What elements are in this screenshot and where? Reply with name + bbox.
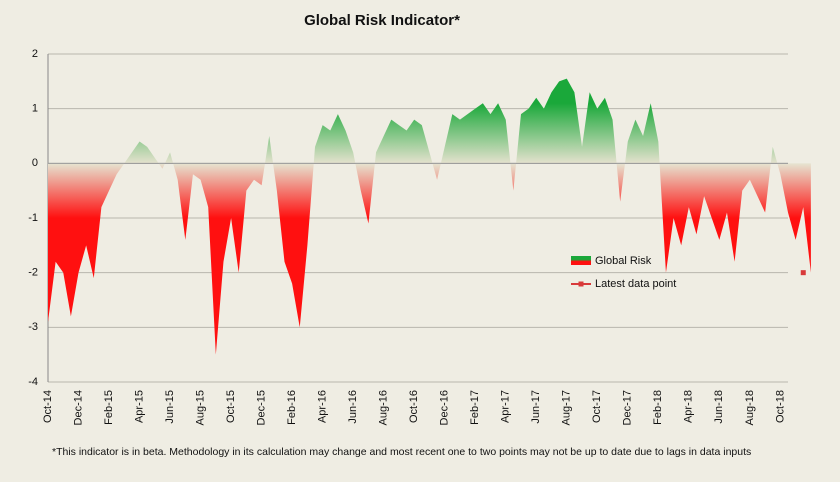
x-tick-label: Feb-15 <box>103 390 115 425</box>
x-tick-label: Feb-18 <box>652 390 664 425</box>
x-tick-label: Apr-15 <box>133 390 145 423</box>
x-tick-label: Apr-18 <box>683 390 695 423</box>
x-tick-label: Aug-18 <box>744 390 756 425</box>
x-tick-label: Oct-18 <box>774 390 786 423</box>
x-tick-label: Dec-17 <box>622 390 634 425</box>
x-tick-label: Apr-17 <box>500 390 512 423</box>
x-tick-label: Oct-15 <box>225 390 237 423</box>
legend-label: Global Risk <box>595 255 652 267</box>
latest-point <box>800 270 806 276</box>
x-tick-label: Feb-16 <box>286 390 298 425</box>
y-tick-label: -4 <box>28 376 38 388</box>
x-tick-label: Dec-16 <box>439 390 451 425</box>
x-tick-label: Apr-16 <box>317 390 329 423</box>
y-tick-label: -3 <box>28 321 38 333</box>
x-tick-label: Jun-16 <box>347 390 359 424</box>
legend: Global Risk Latest data point <box>571 255 676 290</box>
x-tick-label: Oct-16 <box>408 390 420 423</box>
legend-label: Latest data point <box>595 278 676 290</box>
x-tick-label: Aug-15 <box>194 390 206 425</box>
y-tick-label: -1 <box>28 212 38 224</box>
x-tick-label: Aug-17 <box>561 390 573 425</box>
x-tick-label: Jun-15 <box>164 390 176 424</box>
x-tick-label: Oct-14 <box>42 390 54 423</box>
footnote: *This indicator is in beta. Methodology … <box>52 446 751 458</box>
x-tick-label: Jun-18 <box>713 390 725 424</box>
legend-swatch <box>571 256 591 265</box>
x-tick-label: Feb-17 <box>469 390 481 425</box>
y-tick-label: 2 <box>32 48 38 60</box>
y-tick-label: 0 <box>32 157 38 169</box>
y-tick-label: -2 <box>28 267 38 279</box>
x-tick-label: Dec-15 <box>256 390 268 425</box>
x-tick-label: Oct-17 <box>591 390 603 423</box>
legend-marker <box>578 281 584 287</box>
x-tick-label: Aug-16 <box>378 390 390 425</box>
x-tick-label: Jun-17 <box>530 390 542 424</box>
x-tick-label: Dec-14 <box>72 390 84 425</box>
chart-title: Global Risk Indicator* <box>304 12 460 29</box>
y-tick-label: 1 <box>32 103 38 115</box>
